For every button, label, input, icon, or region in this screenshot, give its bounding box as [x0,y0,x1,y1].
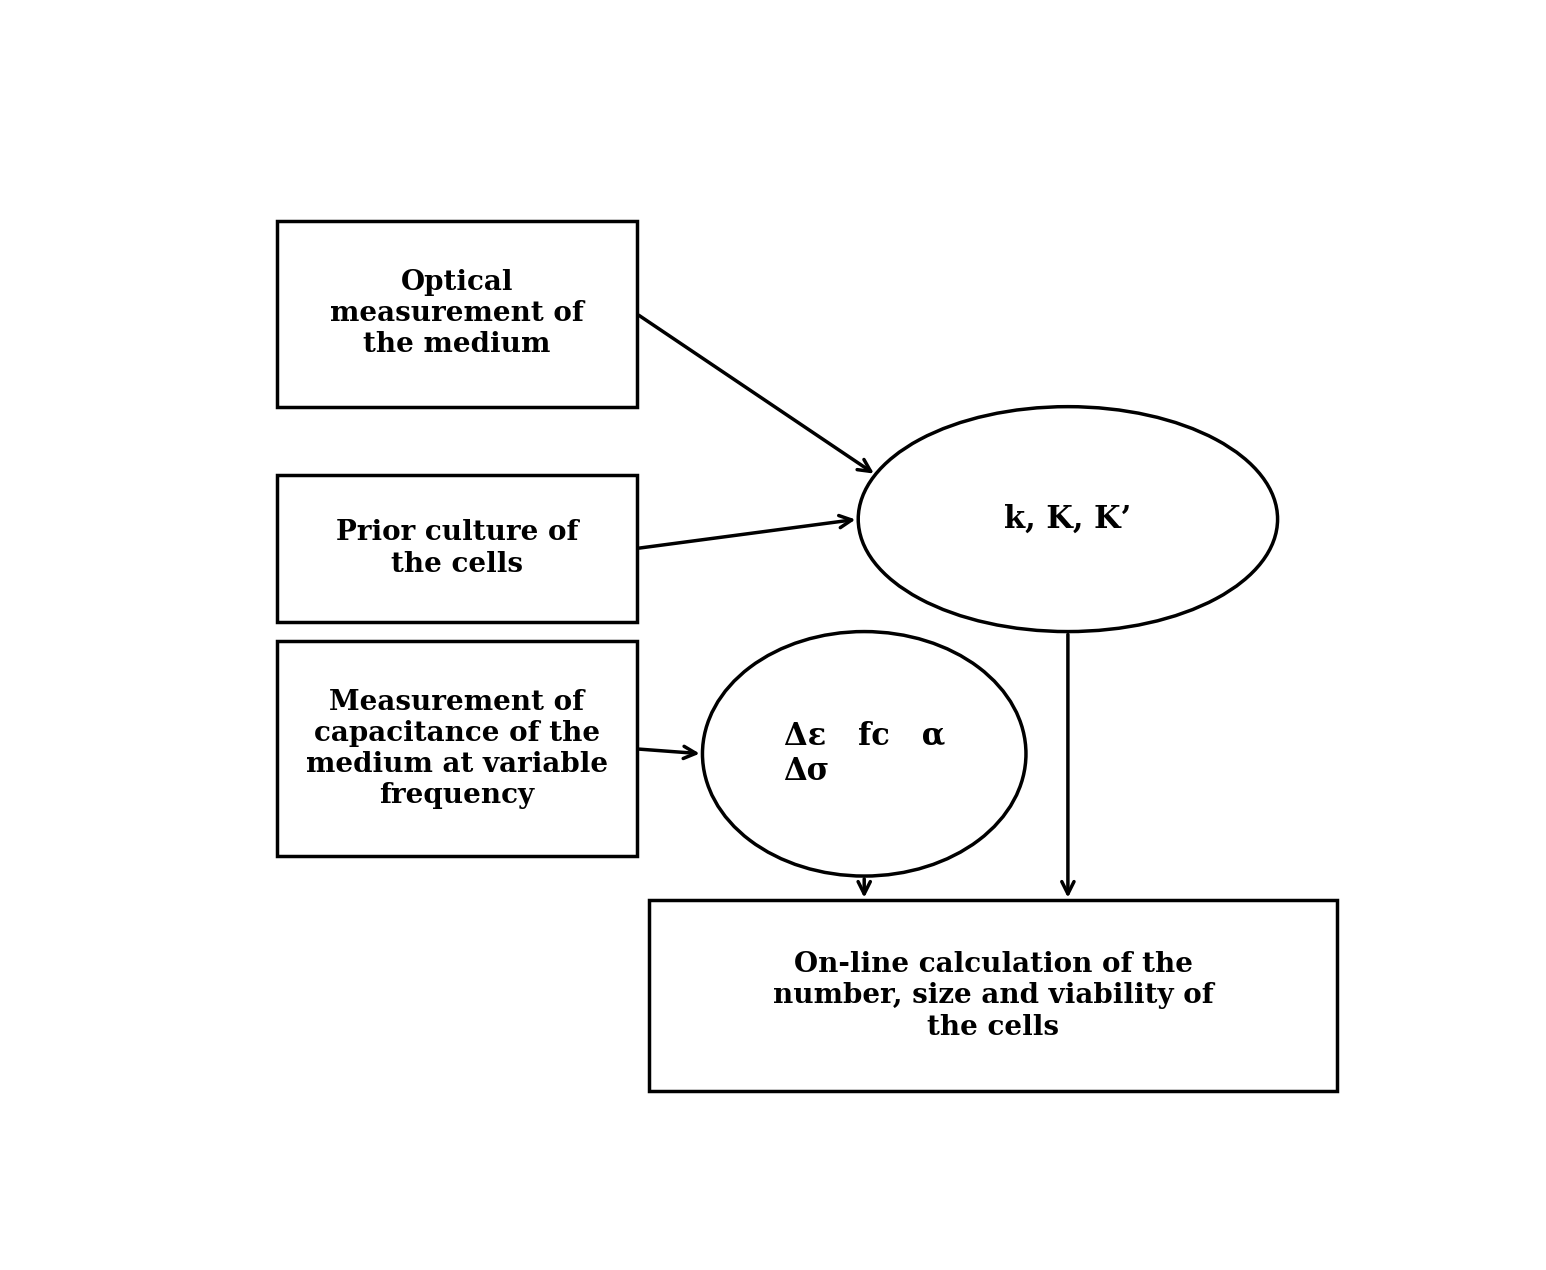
Ellipse shape [858,406,1277,631]
Text: Prior culture of
the cells: Prior culture of the cells [335,519,578,578]
Text: Measurement of
capacitance of the
medium at variable
frequency: Measurement of capacitance of the medium… [306,688,608,809]
Text: Δε   fc   α
Δσ: Δε fc α Δσ [784,720,945,787]
FancyBboxPatch shape [649,900,1337,1091]
Text: On-line calculation of the
number, size and viability of
the cells: On-line calculation of the number, size … [773,951,1214,1040]
Text: k, K, K’: k, K, K’ [1005,504,1132,535]
FancyBboxPatch shape [277,221,637,406]
Ellipse shape [702,631,1027,876]
Text: Optical
measurement of
the medium: Optical measurement of the medium [329,269,584,358]
FancyBboxPatch shape [277,641,637,856]
FancyBboxPatch shape [277,475,637,622]
